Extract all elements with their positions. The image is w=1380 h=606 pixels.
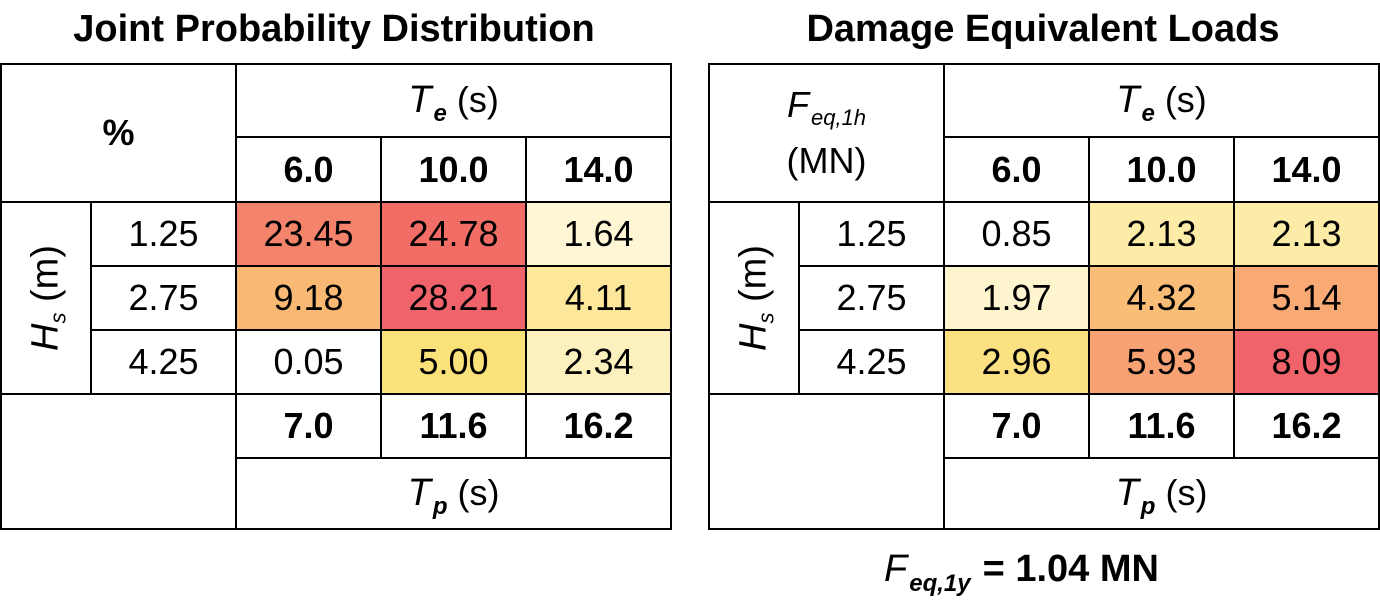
- jpd-cell: 23.45: [235, 201, 383, 267]
- jpd-cell: 4.11: [525, 265, 673, 331]
- del-te-tick: 6.0: [943, 136, 1090, 203]
- del-cell: 1.97: [943, 265, 1090, 331]
- jpd-hs-axis-label: Hs (m): [0, 201, 92, 395]
- del-corner-label: Feq,1h (MN): [708, 63, 945, 203]
- jpd-cell: 2.34: [525, 329, 673, 395]
- jpd-cell: 0.05: [235, 329, 383, 395]
- del-empty-corner: [708, 393, 945, 530]
- jpd-empty-corner: [0, 393, 238, 530]
- del-te-axis-label: Te (s): [942, 63, 1380, 138]
- del-tp-axis-label: Tp (s): [942, 457, 1380, 530]
- del-cell: 2.96: [943, 329, 1090, 395]
- del-cell: 2.13: [1232, 201, 1380, 267]
- del-cell: 5.93: [1088, 329, 1235, 395]
- del-cell: 8.09: [1232, 329, 1380, 395]
- jpd-tp-tick: 16.2: [525, 393, 673, 459]
- jpd-table: % Te (s) 6.0 10.0 14.0 Hs (m) 1.25 23.45 …: [0, 63, 673, 530]
- jpd-hs-tick: 2.75: [89, 265, 238, 331]
- jpd-te-tick: 10.0: [380, 136, 528, 203]
- jpd-cell: 24.78: [380, 201, 528, 267]
- jpd-corner-label: %: [0, 63, 238, 203]
- jpd-title: Joint Probability Distribution: [73, 8, 595, 50]
- jpd-cell: 28.21: [380, 265, 528, 331]
- del-cell: 2.13: [1088, 201, 1235, 267]
- jpd-hs-tick: 1.25: [89, 201, 238, 267]
- del-hs-tick: 1.25: [798, 201, 945, 267]
- jpd-tp-tick: 11.6: [380, 393, 528, 459]
- jpd-hs-tick: 4.25: [89, 329, 238, 395]
- del-title: Damage Equivalent Loads: [806, 8, 1280, 50]
- jpd-cell: 1.64: [525, 201, 673, 267]
- del-tp-tick: 11.6: [1088, 393, 1235, 459]
- del-te-tick: 14.0: [1232, 136, 1380, 203]
- del-table: Feq,1h (MN) Te (s) 6.0 10.0 14.0 Hs (m) 1…: [708, 63, 1380, 530]
- jpd-tp-tick: 7.0: [235, 393, 383, 459]
- jpd-te-tick: 14.0: [525, 136, 673, 203]
- jpd-cell: 5.00: [380, 329, 528, 395]
- del-hs-axis-label: Hs (m): [708, 201, 800, 395]
- jpd-cell: 9.18: [235, 265, 383, 331]
- jpd-tp-axis-label: Tp (s): [235, 457, 673, 530]
- del-hs-tick: 4.25: [798, 329, 945, 395]
- jpd-te-axis-label: Te (s): [235, 63, 673, 138]
- del-te-tick: 10.0: [1088, 136, 1235, 203]
- del-cell: 0.85: [943, 201, 1090, 267]
- annual-del-footer: Feq,1y = 1.04 MN: [884, 548, 1159, 597]
- del-hs-tick: 2.75: [798, 265, 945, 331]
- del-tp-tick: 7.0: [943, 393, 1090, 459]
- del-tp-tick: 16.2: [1232, 393, 1380, 459]
- del-cell: 4.32: [1088, 265, 1235, 331]
- del-cell: 5.14: [1232, 265, 1380, 331]
- jpd-te-tick: 6.0: [235, 136, 383, 203]
